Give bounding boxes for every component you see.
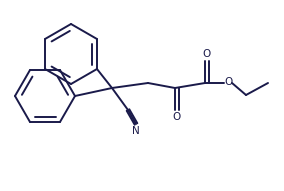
Text: O: O	[202, 49, 211, 59]
Text: O: O	[172, 112, 181, 122]
Text: O: O	[224, 77, 232, 87]
Text: N: N	[132, 126, 140, 136]
